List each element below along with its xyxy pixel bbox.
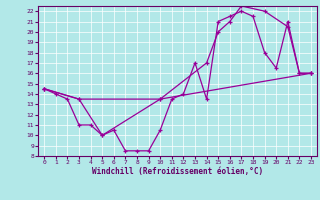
X-axis label: Windchill (Refroidissement éolien,°C): Windchill (Refroidissement éolien,°C) <box>92 167 263 176</box>
